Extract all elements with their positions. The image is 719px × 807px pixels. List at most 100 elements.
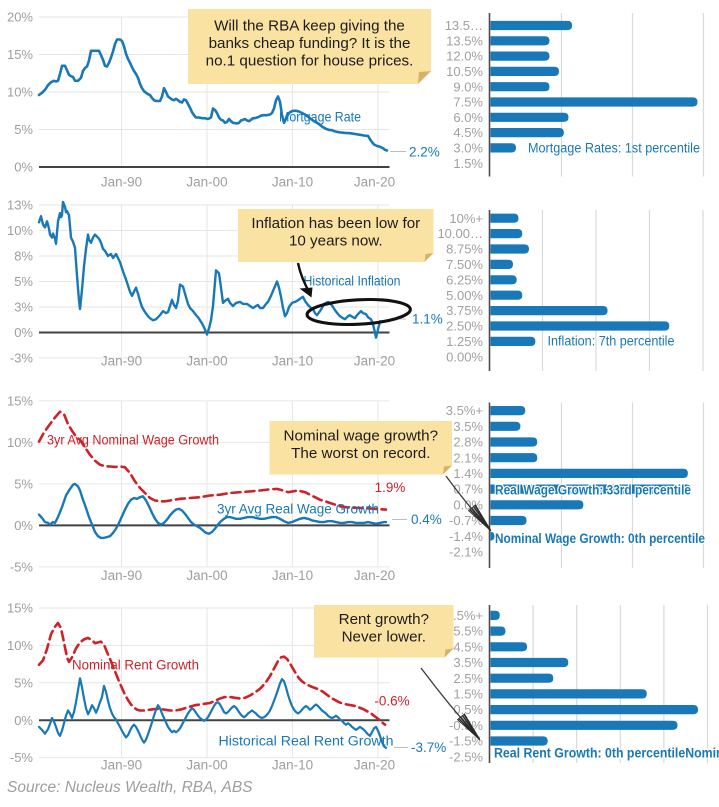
svg-text:The worst on record.: The worst on record. — [291, 445, 430, 462]
svg-text:5%: 5% — [14, 675, 33, 690]
svg-text:3yr Avg Nominal Wage Growth: 3yr Avg Nominal Wage Growth — [47, 433, 219, 448]
svg-text:5%: 5% — [14, 477, 33, 492]
svg-text:-1.5%: -1.5% — [449, 734, 483, 749]
svg-text:0%: 0% — [14, 160, 33, 175]
svg-text:0.5%: 0.5% — [453, 702, 483, 717]
svg-text:-1.4%: -1.4% — [449, 529, 483, 544]
svg-text:Jan-90: Jan-90 — [101, 354, 142, 369]
svg-text:Jan-20: Jan-20 — [354, 354, 395, 369]
svg-text:no.1 question for house prices: no.1 question for house prices. — [206, 52, 414, 69]
svg-text:Historical Inflation: Historical Inflation — [304, 274, 401, 289]
svg-text:3.5%: 3.5% — [453, 419, 483, 434]
svg-text:Jan-00: Jan-00 — [186, 354, 227, 369]
svg-text:13.5…: 13.5… — [445, 18, 483, 33]
svg-text:Historical Real Rent Growth: Historical Real Rent Growth — [219, 734, 394, 749]
svg-text:8%: 8% — [14, 249, 33, 264]
svg-text:Inflation has been low for: Inflation has been low for — [251, 215, 420, 232]
svg-text:Jan-00: Jan-00 — [186, 568, 227, 583]
svg-text:0%: 0% — [14, 518, 33, 533]
svg-text:Never lower.: Never lower. — [342, 628, 426, 645]
svg-text:10.5%: 10.5% — [446, 64, 483, 79]
svg-text:Jan-20: Jan-20 — [354, 175, 395, 190]
svg-text:Mortgage Rates: 1st percentile: Mortgage Rates: 1st percentile — [528, 141, 700, 156]
svg-text:Jan-00: Jan-00 — [186, 175, 227, 190]
svg-text:1.5%: 1.5% — [453, 156, 483, 171]
svg-text:0%: 0% — [14, 713, 33, 728]
svg-text:Jan-10: Jan-10 — [272, 175, 313, 190]
svg-text:5%: 5% — [14, 274, 33, 289]
svg-text:10%: 10% — [7, 223, 33, 238]
svg-text:1.25%: 1.25% — [446, 334, 483, 349]
svg-text:0%: 0% — [14, 325, 33, 340]
svg-text:-3%: -3% — [10, 351, 34, 366]
svg-text:Jan-90: Jan-90 — [101, 175, 142, 190]
svg-text:12.0%: 12.0% — [446, 49, 483, 64]
svg-text:Nominal Wage Growth: 0th perce: Nominal Wage Growth: 0th percentile — [495, 531, 705, 546]
svg-text:Real Rent Growth: 0th percenti: Real Rent Growth: 0th percentileNominal … — [494, 746, 719, 761]
svg-text:Jan-10: Jan-10 — [272, 568, 313, 583]
svg-text:Mortgage Rate: Mortgage Rate — [279, 110, 361, 125]
svg-text:15%: 15% — [7, 601, 33, 616]
svg-text:Will the RBA keep giving the: Will the RBA keep giving the — [214, 17, 405, 34]
svg-text:10%: 10% — [7, 85, 33, 100]
svg-text:Rent growth?: Rent growth? — [339, 611, 429, 628]
svg-text:-2.1%: -2.1% — [449, 545, 483, 560]
svg-text:3%: 3% — [14, 300, 33, 315]
svg-text:2.8%: 2.8% — [453, 435, 483, 450]
svg-text:10%+: 10%+ — [449, 211, 483, 226]
svg-text:1.9%: 1.9% — [375, 480, 406, 495]
svg-text:0.4%: 0.4% — [411, 512, 442, 527]
svg-text:5.00%: 5.00% — [446, 288, 483, 303]
svg-text:10%: 10% — [7, 435, 33, 450]
svg-text:Jan-20: Jan-20 — [354, 758, 395, 773]
svg-text:Jan-10: Jan-10 — [272, 758, 313, 773]
svg-text:4.5%: 4.5% — [453, 125, 483, 140]
svg-text:13.5%: 13.5% — [446, 33, 483, 48]
svg-text:Jan-90: Jan-90 — [101, 568, 142, 583]
svg-text:3.0%: 3.0% — [453, 141, 483, 156]
svg-text:2.50%: 2.50% — [446, 319, 483, 334]
svg-text:3.75%: 3.75% — [446, 303, 483, 318]
svg-text:-0.6%: -0.6% — [374, 694, 409, 709]
svg-text:Jan-00: Jan-00 — [186, 758, 227, 773]
svg-text:1.5%: 1.5% — [453, 687, 483, 702]
svg-text:2.2%: 2.2% — [409, 145, 440, 160]
svg-text:banks cheap funding? It is the: banks cheap funding? It is the — [209, 35, 411, 52]
svg-text:1.4%: 1.4% — [453, 466, 483, 481]
svg-text:8.75%: 8.75% — [446, 242, 483, 257]
svg-text:0.7%: 0.7% — [453, 482, 483, 497]
svg-text:Nominal Rent Growth: Nominal Rent Growth — [72, 658, 199, 673]
svg-text:10%: 10% — [7, 638, 33, 653]
svg-text:3.5%+: 3.5%+ — [446, 403, 483, 418]
svg-text:Inflation: 7th percentile: Inflation: 7th percentile — [548, 334, 675, 349]
svg-text:0.00%: 0.00% — [446, 349, 483, 364]
svg-text:5%: 5% — [14, 122, 33, 137]
svg-text:Jan-10: Jan-10 — [272, 354, 313, 369]
svg-text:10.00…: 10.00… — [437, 226, 483, 241]
svg-text:10 years now.: 10 years now. — [289, 233, 383, 250]
svg-text:Real Wage Growth: 33rd percent: Real Wage Growth: 33rd percentile — [495, 483, 691, 498]
svg-text:-5%: -5% — [10, 750, 34, 765]
svg-text:2.5%: 2.5% — [453, 671, 483, 686]
svg-text:7.5%: 7.5% — [453, 95, 483, 110]
svg-text:Jan-20: Jan-20 — [354, 568, 395, 583]
svg-text:3yr Avg Real Wage Growth: 3yr Avg Real Wage Growth — [217, 502, 379, 517]
svg-text:4.5%: 4.5% — [453, 639, 483, 654]
svg-text:6.0%: 6.0% — [453, 110, 483, 125]
svg-text:15%: 15% — [7, 47, 33, 62]
svg-text:9.0%: 9.0% — [453, 79, 483, 94]
svg-text:Source: Nucleus Wealth, RBA, A: Source: Nucleus Wealth, RBA, ABS — [7, 779, 253, 796]
svg-text:20%: 20% — [7, 10, 33, 25]
svg-text:6.5%+: 6.5%+ — [446, 608, 483, 623]
svg-text:-2.5%: -2.5% — [449, 749, 483, 764]
svg-text:7.50%: 7.50% — [446, 257, 483, 272]
svg-text:Nominal wage growth?: Nominal wage growth? — [284, 427, 439, 444]
svg-text:-3.7%: -3.7% — [411, 740, 446, 755]
svg-text:5.5%: 5.5% — [453, 624, 483, 639]
svg-text:Jan-90: Jan-90 — [101, 758, 142, 773]
svg-text:13%: 13% — [7, 198, 33, 213]
svg-text:1.1%: 1.1% — [412, 312, 443, 327]
svg-text:2.1%: 2.1% — [453, 450, 483, 465]
svg-text:6.25%: 6.25% — [446, 272, 483, 287]
svg-text:-5%: -5% — [10, 560, 34, 575]
